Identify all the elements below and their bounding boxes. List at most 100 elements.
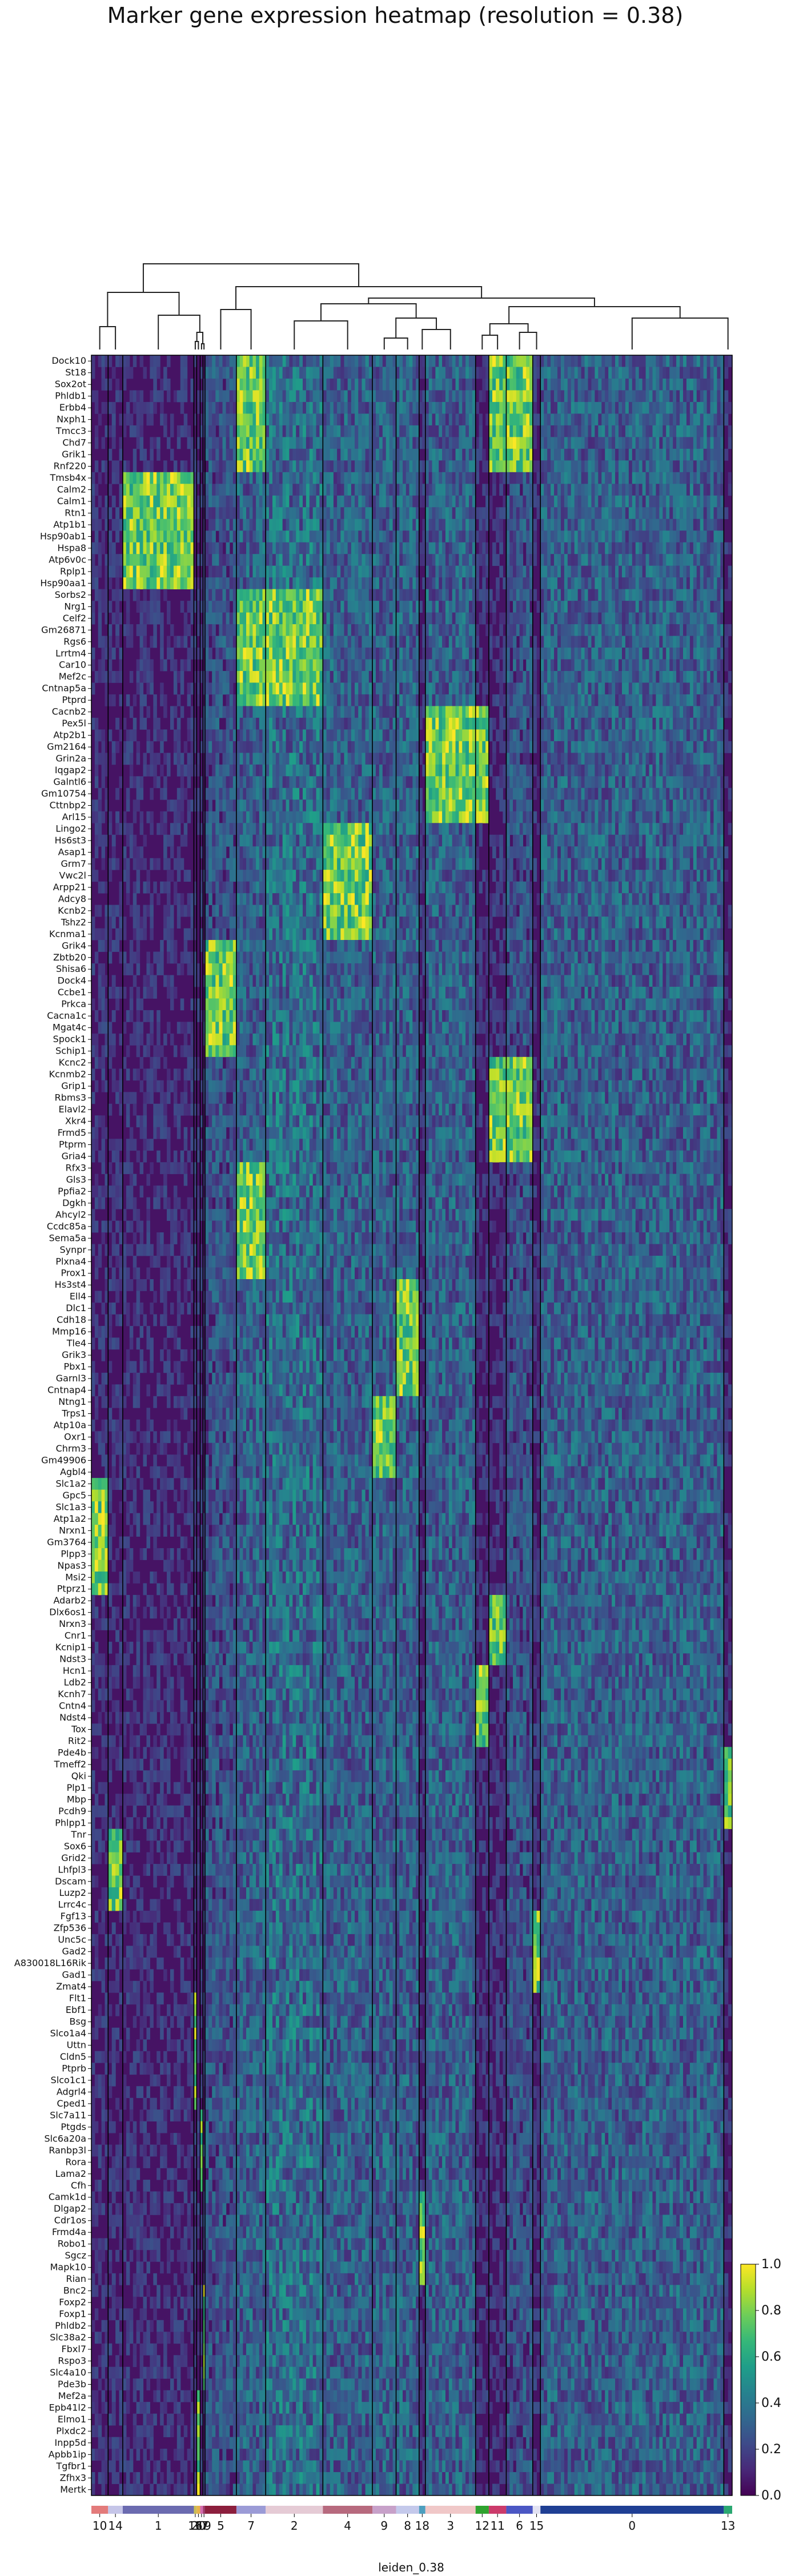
heatmap-cell — [272, 448, 276, 461]
heatmap-cell — [405, 694, 410, 706]
heatmap-cell — [506, 670, 510, 683]
heatmap-cell — [557, 612, 561, 625]
heatmap-cell — [208, 659, 212, 672]
heatmap-cell — [299, 390, 303, 403]
heatmap-cell — [532, 401, 537, 414]
heatmap-cell — [425, 670, 429, 683]
heatmap-cell — [289, 507, 293, 520]
heatmap-cell — [333, 601, 338, 613]
heatmap-cell — [703, 577, 708, 590]
heatmap-cell — [239, 659, 243, 672]
heatmap-cell — [143, 542, 147, 554]
heatmap-cell — [557, 577, 561, 590]
heatmap-cell — [472, 577, 476, 590]
heatmap-cell — [513, 682, 517, 695]
heatmap-cell — [122, 495, 127, 508]
heatmap-cell — [689, 484, 694, 496]
heatmap-cell — [591, 425, 595, 437]
heatmap-cell — [540, 670, 544, 683]
heatmap-cell — [139, 448, 144, 461]
heatmap-cell — [662, 401, 666, 414]
heatmap-cell — [422, 624, 426, 636]
heatmap-cell — [382, 542, 387, 554]
heatmap-cell — [91, 390, 95, 403]
heatmap-cell — [485, 624, 489, 636]
heatmap-cell — [337, 531, 341, 543]
heatmap-cell — [303, 484, 307, 496]
heatmap-cell — [625, 495, 629, 508]
heatmap-cell — [465, 554, 469, 566]
heatmap-cell — [379, 624, 383, 636]
heatmap-cell — [551, 659, 555, 672]
heatmap-cell — [492, 437, 496, 449]
heatmap-cell — [584, 565, 589, 578]
heatmap-cell — [452, 659, 456, 672]
heatmap-cell — [720, 612, 724, 625]
heatmap-cell — [312, 577, 317, 590]
heatmap-cell — [560, 355, 565, 367]
heatmap-cell — [173, 577, 178, 590]
heatmap-cell — [167, 355, 171, 367]
heatmap-cell — [513, 565, 517, 578]
heatmap-cell — [252, 531, 256, 543]
heatmap-cell — [459, 378, 463, 391]
heatmap-cell — [669, 577, 673, 590]
heatmap-cell — [448, 437, 453, 449]
heatmap-cell — [676, 401, 680, 414]
heatmap-cell — [724, 367, 729, 379]
heatmap-cell — [205, 670, 209, 683]
heatmap-cell — [236, 636, 240, 648]
heatmap-cell — [717, 554, 721, 566]
heatmap-cell — [139, 495, 144, 508]
heatmap-cell — [428, 413, 433, 426]
heatmap-cell — [717, 484, 721, 496]
heatmap-cell — [180, 659, 184, 672]
heatmap-cell — [399, 413, 403, 426]
heatmap-cell — [256, 542, 260, 554]
heatmap-cell — [292, 601, 296, 613]
heatmap-cell — [351, 367, 355, 379]
heatmap-cell — [455, 367, 460, 379]
heatmap-cell — [605, 390, 609, 403]
heatmap-cell — [368, 495, 373, 508]
heatmap-cell — [405, 542, 410, 554]
heatmap-cell — [323, 484, 327, 496]
heatmap-cell — [246, 601, 250, 613]
heatmap-cell — [635, 589, 640, 601]
heatmap-cell — [706, 378, 711, 391]
heatmap-cell — [389, 636, 394, 648]
heatmap-cell — [319, 378, 323, 391]
heatmap-cell — [312, 413, 317, 426]
heatmap-cell — [292, 554, 296, 566]
heatmap-cell — [252, 390, 256, 403]
heatmap-cell — [160, 577, 164, 590]
heatmap-cell — [136, 601, 140, 613]
heatmap-cell — [455, 355, 460, 367]
heatmap-cell — [252, 484, 256, 496]
heatmap-cell — [416, 659, 420, 672]
heatmap-cell — [439, 355, 443, 367]
heatmap-cell — [319, 554, 323, 566]
heatmap-cell — [323, 355, 327, 367]
heatmap-cell — [488, 460, 493, 473]
heatmap-cell — [150, 472, 154, 484]
heatmap-cell — [652, 401, 657, 414]
heatmap-cell — [160, 401, 164, 414]
heatmap-cell — [139, 401, 144, 414]
heatmap-cell — [676, 378, 680, 391]
heatmap-cell — [187, 682, 191, 695]
heatmap-cell — [452, 484, 456, 496]
heatmap-cell — [150, 367, 154, 379]
heatmap-cell — [368, 460, 373, 473]
heatmap-cell — [551, 507, 555, 520]
heatmap-cell — [101, 648, 106, 660]
heatmap-cell — [215, 390, 220, 403]
heatmap-cell — [682, 355, 687, 367]
heatmap-cell — [292, 460, 296, 473]
heatmap-cell — [246, 554, 250, 566]
heatmap-cell — [628, 355, 633, 367]
heatmap-cell — [621, 425, 626, 437]
heatmap-cell — [645, 519, 650, 531]
heatmap-cell — [337, 367, 341, 379]
heatmap-cell — [612, 448, 616, 461]
